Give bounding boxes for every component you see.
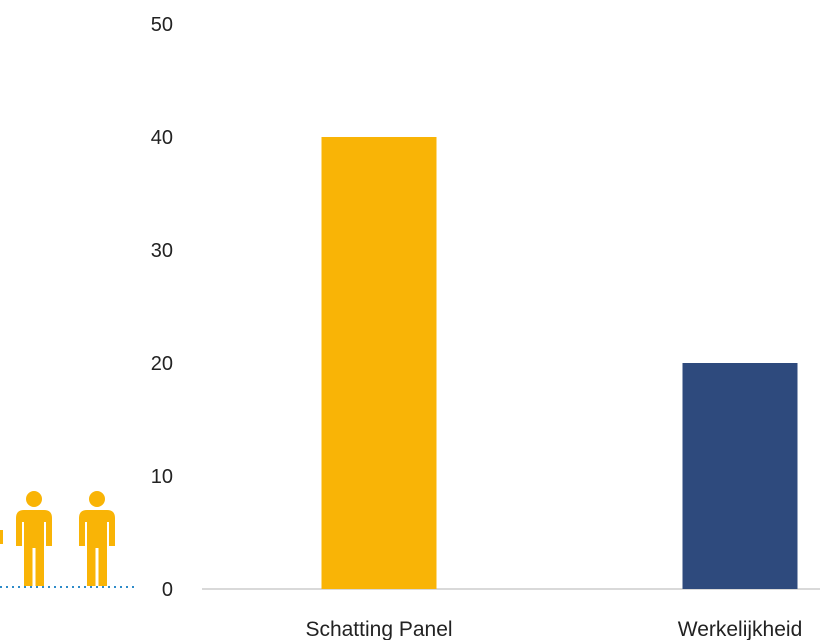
person-icon-partial [0,530,3,544]
y-tick-label-40: 40 [151,127,173,149]
y-axis-ticks: 0 10 20 30 40 50 [151,14,173,601]
y-tick-label-50: 50 [151,14,173,36]
category-labels: Schatting Panel Werkelijkheid [305,618,802,640]
category-label-werkelijkheid: Werkelijkheid [678,618,803,640]
y-tick-label-20: 20 [151,353,173,375]
decoration-layer [0,491,135,588]
person-icon [16,491,52,586]
bar-werkelijkheid [682,363,798,589]
category-label-schatting-panel: Schatting Panel [305,618,452,640]
bar-schatting-panel [321,137,437,589]
bars [321,137,798,589]
y-tick-label-0: 0 [162,579,173,601]
y-tick-label-30: 30 [151,240,173,262]
person-icon [79,491,115,586]
y-tick-label-10: 10 [151,466,173,488]
